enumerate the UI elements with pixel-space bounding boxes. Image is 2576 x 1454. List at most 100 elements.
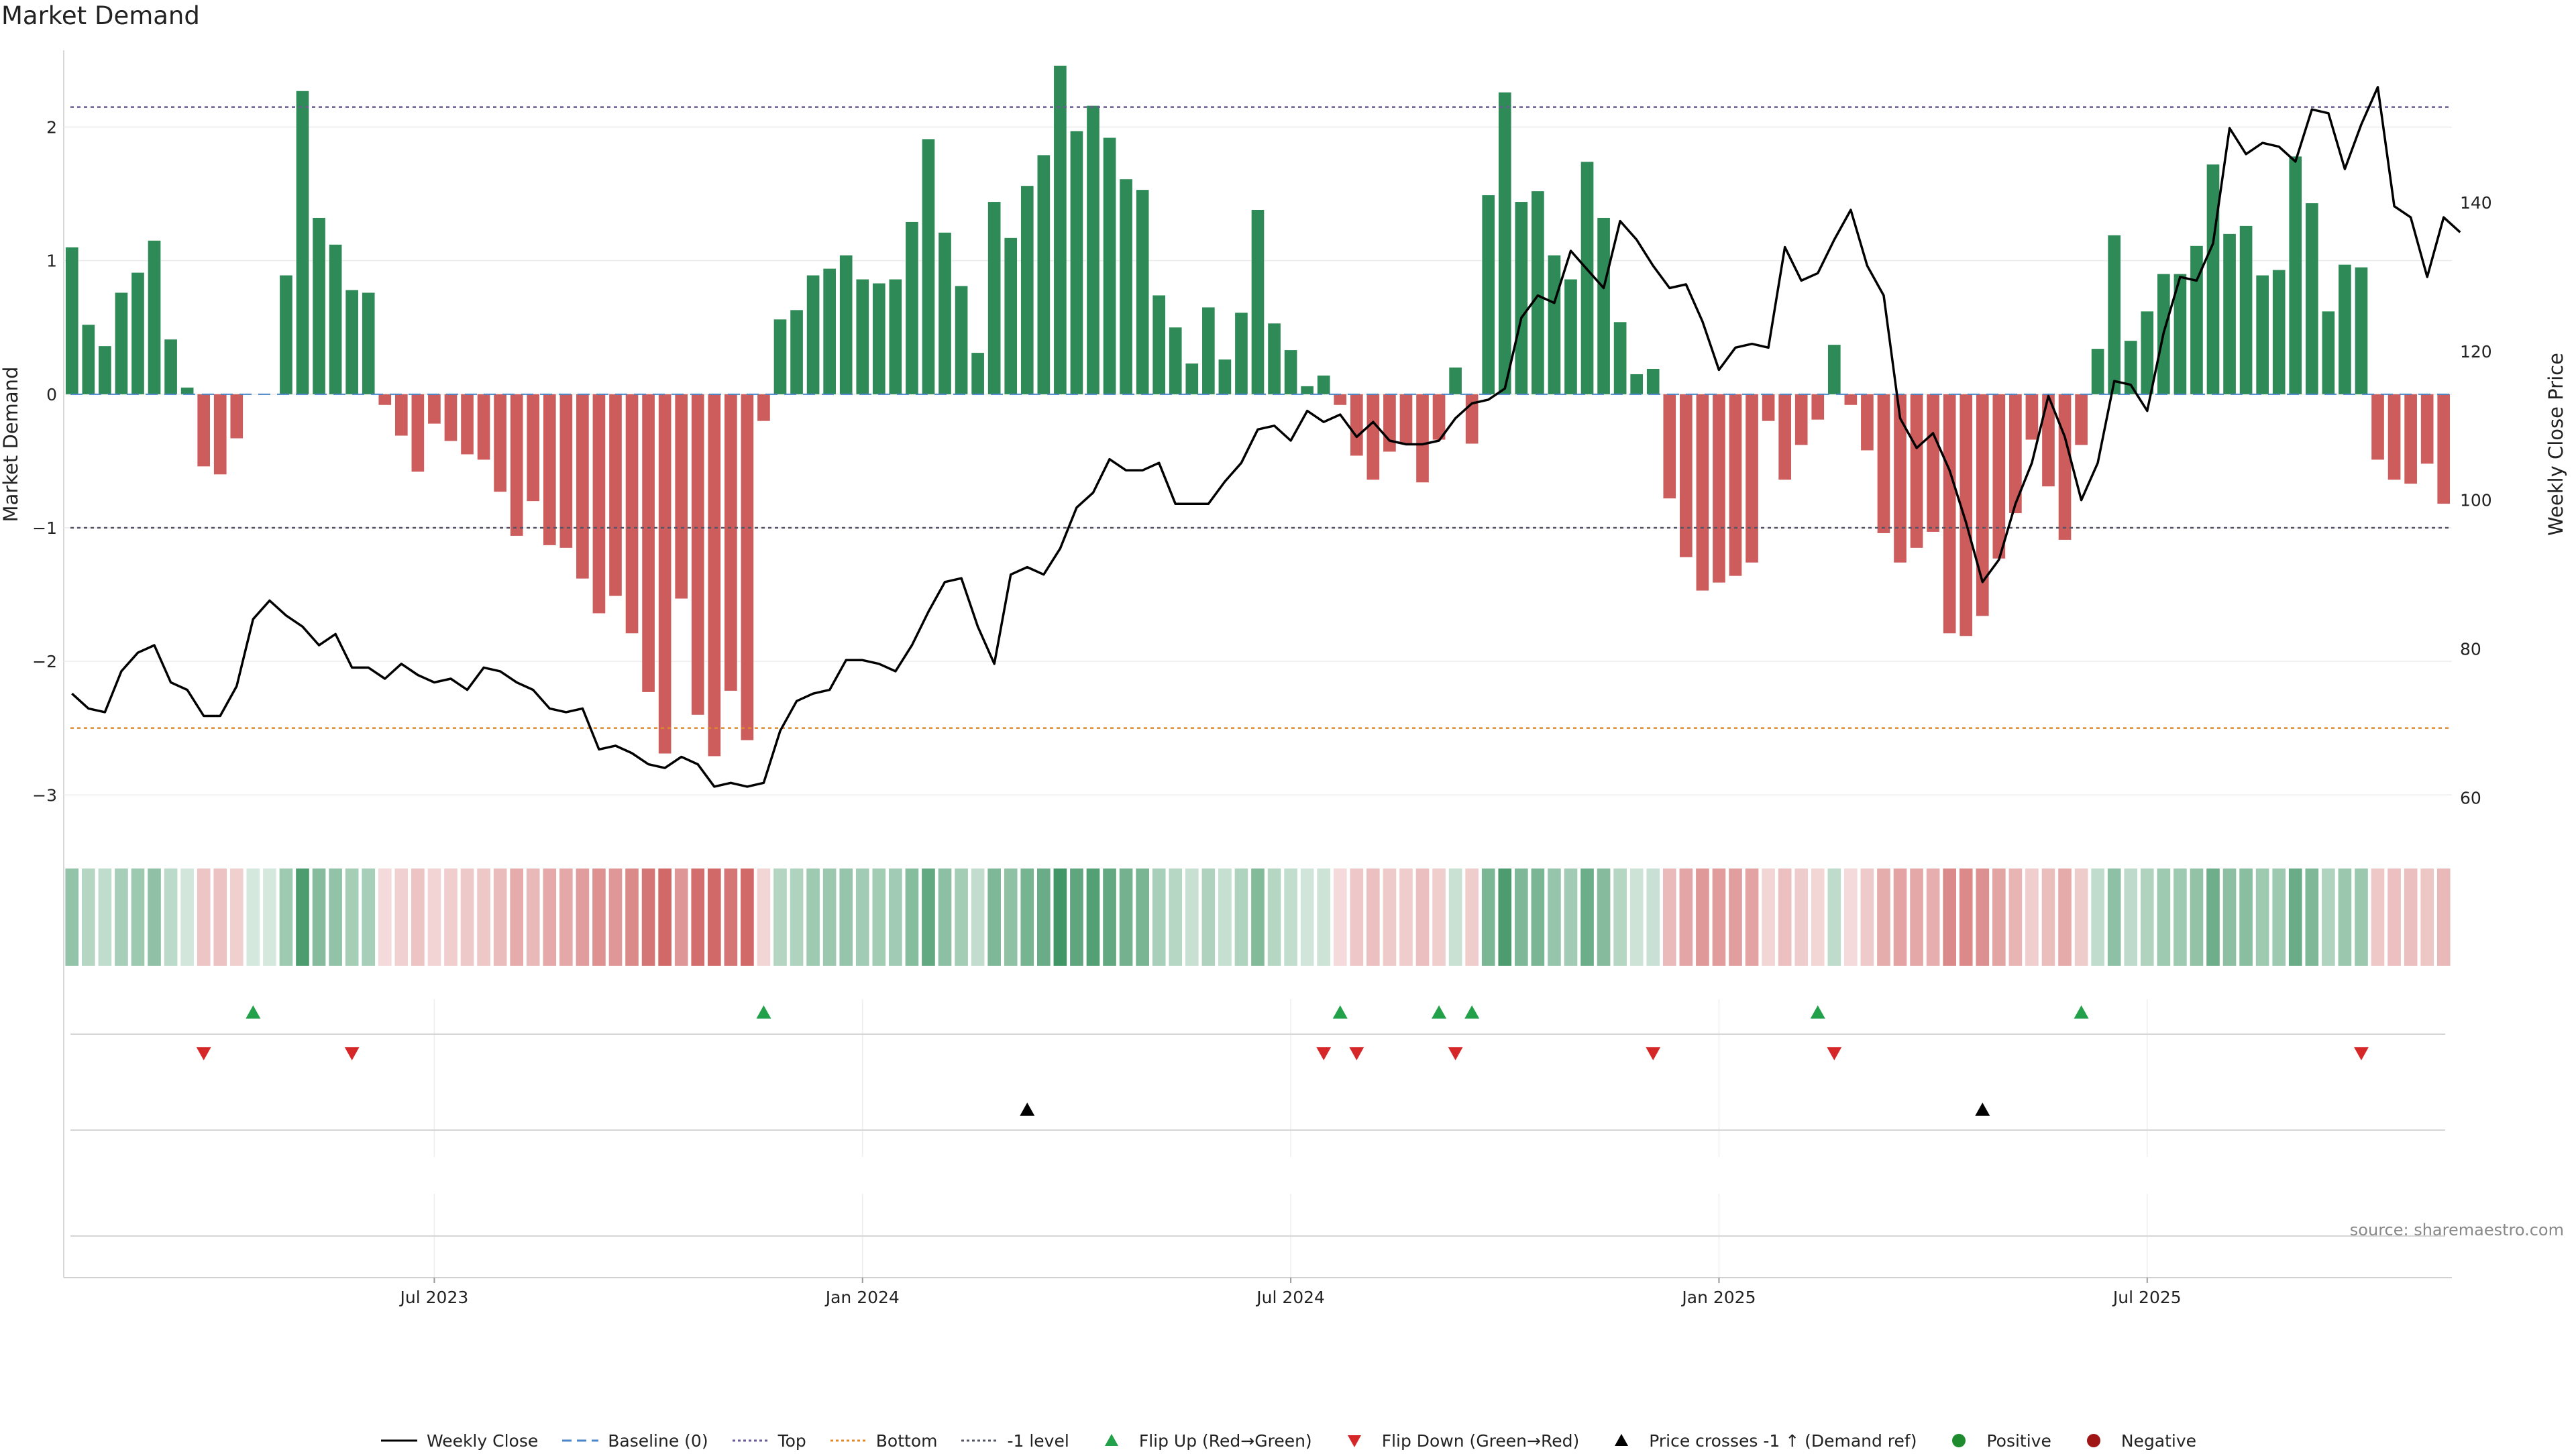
demand-bar [1515, 202, 1528, 394]
demand-bar [658, 394, 672, 754]
demand-strip-cell [1811, 869, 1825, 966]
demand-strip-cell [2305, 869, 2319, 966]
demand-strip-cell [2239, 869, 2253, 966]
demand-strip-cell [1860, 869, 1874, 966]
legend-swatch [2074, 1433, 2113, 1449]
demand-bar [1383, 394, 1396, 452]
demand-strip-cell [1053, 869, 1067, 966]
demand-bar [197, 394, 211, 467]
demand-strip-cell [1300, 869, 1314, 966]
demand-strip-cell [1992, 869, 2006, 966]
demand-strip-cell [1778, 869, 1792, 966]
demand-strip-cell [1086, 869, 1100, 966]
legend-item: Positive [1939, 1431, 2051, 1451]
legend-label: Negative [2121, 1431, 2197, 1451]
demand-strip-cell [1350, 869, 1364, 966]
demand-bar [2025, 394, 2039, 440]
demand-strip-cell [1646, 869, 1660, 966]
legend-item: Price crosses -1 ↑ (Demand ref) [1602, 1431, 1917, 1451]
demand-bar [1762, 394, 1775, 421]
demand-bar [2075, 394, 2088, 445]
legend-label: Weekly Close [426, 1431, 539, 1451]
legend-swatch [960, 1433, 999, 1449]
legend-label: Positive [1986, 1431, 2051, 1451]
flip-up-marker [756, 1005, 771, 1019]
demand-bar [576, 394, 589, 579]
demand-strip-cell [1515, 869, 1528, 966]
demand-strip-cell [2124, 869, 2138, 966]
flip-down-marker [1448, 1047, 1463, 1060]
demand-strip-cell [971, 869, 985, 966]
demand-strip-cell [2272, 869, 2286, 966]
demand-strip-cell [1762, 869, 1775, 966]
demand-bar [2174, 274, 2187, 394]
price-cross-marker [1020, 1103, 1035, 1116]
demand-bar [1185, 364, 1199, 394]
demand-strip-cell [1070, 869, 1083, 966]
demand-strip-cell [1976, 869, 1990, 966]
demand-strip-cell [1662, 869, 1676, 966]
legend-swatch [731, 1433, 770, 1449]
demand-strip-cell [757, 869, 771, 966]
demand-bar [1646, 368, 1660, 394]
demand-bar [1729, 394, 1742, 576]
right-tick-label: 140 [2460, 193, 2492, 213]
demand-bar [378, 394, 392, 405]
demand-bar [691, 394, 704, 715]
demand-strip-cell [1037, 869, 1051, 966]
demand-bar [1366, 394, 1380, 480]
demand-strip-cell [2404, 869, 2418, 966]
demand-strip-cell [987, 869, 1001, 966]
demand-bar [411, 394, 425, 472]
demand-bar [2339, 264, 2351, 394]
demand-bar [559, 394, 573, 548]
demand-bar [1004, 237, 1018, 394]
demand-strip-cell [2140, 869, 2154, 966]
demand-bar [642, 394, 655, 692]
demand-bar [1976, 394, 1989, 616]
demand-bar [1827, 345, 1841, 394]
demand-strip-cell [1267, 869, 1281, 966]
demand-strip-cell [625, 869, 639, 966]
demand-bar [65, 247, 78, 394]
legend-label: Bottom [875, 1431, 938, 1451]
demand-bar [1087, 105, 1099, 394]
demand-strip-cell [460, 869, 474, 966]
demand-strip-cell [1613, 869, 1627, 966]
legend-label: Flip Down (Green→Red) [1381, 1431, 1580, 1451]
demand-bar [1713, 394, 1725, 583]
demand-bar [955, 286, 968, 394]
demand-strip-cell [1333, 869, 1347, 966]
demand-bar [1548, 255, 1561, 394]
demand-bar [1350, 394, 1363, 456]
legend-item: Negative [2074, 1431, 2196, 1451]
demand-bar [1498, 92, 1511, 394]
demand-strip-cell [345, 869, 359, 966]
legend-swatch [1602, 1433, 1641, 1449]
demand-strip-cell [658, 869, 672, 966]
demand-strip-cell [2190, 869, 2204, 966]
demand-bar [1482, 195, 1495, 394]
demand-strip-cell [2371, 869, 2385, 966]
demand-bar [2404, 394, 2417, 484]
demand-bar [1136, 190, 1149, 394]
demand-bar [1251, 210, 1265, 394]
demand-bar [1416, 394, 1429, 483]
demand-strip-cell [1481, 869, 1495, 966]
demand-bar [1844, 394, 1858, 405]
demand-strip-cell [1959, 869, 1973, 966]
chart-title: Market Demand [1, 1, 200, 30]
right-axis-label: Weekly Close Price [2544, 353, 2567, 536]
demand-strip-cell [1136, 869, 1149, 966]
demand-strip-cell [115, 869, 128, 966]
demand-bar [2322, 311, 2335, 394]
demand-bar [1054, 65, 1067, 394]
right-tick-label: 60 [2460, 789, 2481, 808]
flip-up-marker [246, 1005, 261, 1019]
legend-swatch [1092, 1433, 1131, 1449]
demand-strip-cell [1234, 869, 1248, 966]
demand-strip-cell [2222, 869, 2237, 966]
right-tick-label: 100 [2460, 491, 2492, 510]
demand-strip-cell [148, 869, 161, 966]
